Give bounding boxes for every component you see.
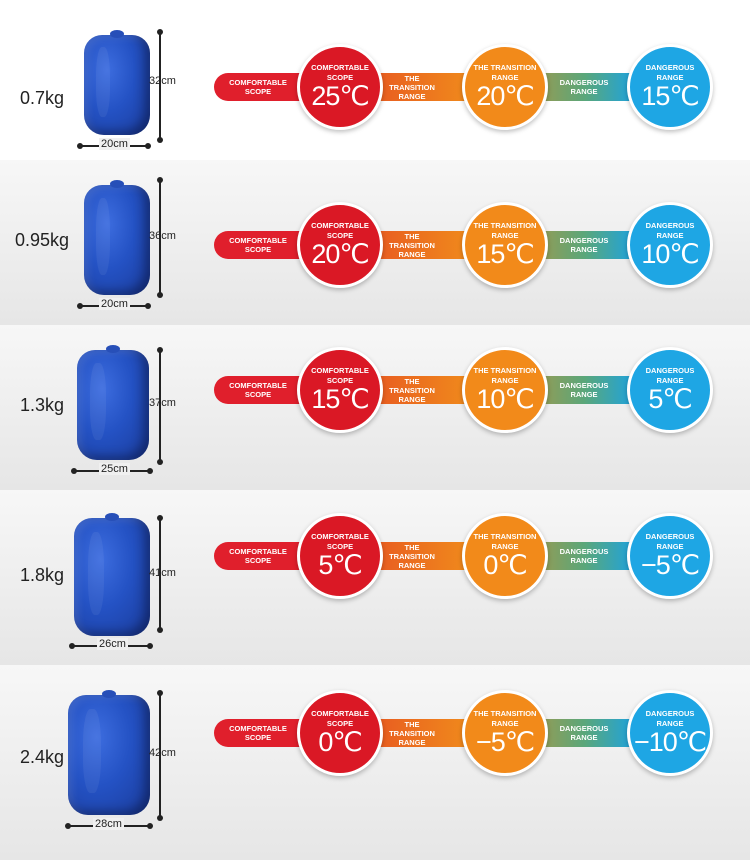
- segment-dangerous-label: DANGEROUS RANGE: [559, 547, 609, 565]
- temperature-scale: COMFORTABLE SCOPE THE TRANSITION RANGE D…: [214, 202, 714, 288]
- height-dimension-line: [157, 177, 163, 298]
- sleeping-bag-icon: [74, 513, 150, 636]
- product-row: 0.95kg 36cm 20cm COMFORTABLE SCOPE THE T…: [0, 160, 750, 325]
- temperature-scale: COMFORTABLE SCOPE THE TRANSITION RANGE D…: [214, 44, 714, 130]
- dangerous-temp: 5℃: [648, 384, 692, 414]
- transition-temp-circle: THE TRANSITION RANGE 0℃: [462, 513, 548, 599]
- height-dimension-line: [157, 690, 163, 821]
- segment-comfortable-label: COMFORTABLE SCOPE: [229, 78, 287, 96]
- sleeping-bag-icon: [84, 30, 150, 135]
- product-row: 1.8kg 41cm 26cm COMFORTABLE SCOPE THE TR…: [0, 490, 750, 665]
- segment-comfortable: [214, 542, 304, 570]
- transition-temp: 0℃: [483, 550, 527, 580]
- sleeping-bag-icon: [84, 180, 150, 295]
- segment-comfortable-label: COMFORTABLE SCOPE: [229, 236, 287, 254]
- product-row: 0.7kg 32cm 20cm COMFORTABLE SCOPE THE TR…: [0, 10, 750, 160]
- comfortable-temp-circle: COMFORTABLE SCOPE 0℃: [297, 690, 383, 776]
- segment-comfortable-label: COMFORTABLE SCOPE: [229, 381, 287, 399]
- height-label: 42cm: [149, 747, 176, 759]
- temperature-scale: COMFORTABLE SCOPE THE TRANSITION RANGE D…: [214, 347, 714, 433]
- dangerous-temp-circle: DANGEROUS RANGE −10℃: [627, 690, 713, 776]
- comfortable-temp: 5℃: [318, 550, 362, 580]
- segment-comfortable: [214, 231, 304, 259]
- segment-comfortable: [214, 73, 304, 101]
- dangerous-temp: −10℃: [633, 727, 707, 757]
- product-row: 1.3kg 37cm 25cm COMFORTABLE SCOPE THE TR…: [0, 325, 750, 490]
- transition-temp: 20℃: [476, 81, 534, 111]
- transition-temp-circle: THE TRANSITION RANGE 10℃: [462, 347, 548, 433]
- dangerous-temp-circle: DANGEROUS RANGE 15℃: [627, 44, 713, 130]
- dangerous-temp-circle: DANGEROUS RANGE −5℃: [627, 513, 713, 599]
- weight-label: 2.4kg: [19, 747, 65, 767]
- transition-temp: 15℃: [476, 239, 534, 269]
- segment-transition-label: THE TRANSITION RANGE: [389, 376, 435, 404]
- transition-temp: −5℃: [475, 727, 535, 757]
- segment-comfortable: [214, 376, 304, 404]
- comfortable-temp: 0℃: [318, 727, 362, 757]
- transition-temp-circle: THE TRANSITION RANGE −5℃: [462, 690, 548, 776]
- sleeping-bag-icon: [77, 345, 149, 460]
- sleeping-bag-icon: [68, 690, 150, 815]
- comfortable-temp-circle: COMFORTABLE SCOPE 5℃: [297, 513, 383, 599]
- segment-dangerous-label: DANGEROUS RANGE: [559, 236, 609, 254]
- segment-transition-label: THE TRANSITION RANGE: [389, 542, 435, 570]
- width-label: 20cm: [99, 138, 130, 150]
- segment-transition-label: THE TRANSITION RANGE: [389, 73, 435, 101]
- dangerous-temp-circle: DANGEROUS RANGE 5℃: [627, 347, 713, 433]
- segment-transition-label: THE TRANSITION RANGE: [389, 231, 435, 259]
- width-label: 25cm: [99, 463, 130, 475]
- segment-dangerous-label: DANGEROUS RANGE: [559, 724, 609, 742]
- height-dimension-line: [157, 515, 163, 633]
- segment-comfortable-label: COMFORTABLE SCOPE: [229, 724, 287, 742]
- comfortable-temp-circle: COMFORTABLE SCOPE 20℃: [297, 202, 383, 288]
- comfortable-temp: 25℃: [311, 81, 369, 111]
- height-label: 41cm: [149, 567, 176, 579]
- width-label: 28cm: [93, 818, 124, 830]
- segment-dangerous-label: DANGEROUS RANGE: [559, 78, 609, 96]
- comfortable-temp-circle: COMFORTABLE SCOPE 25℃: [297, 44, 383, 130]
- width-label: 20cm: [99, 298, 130, 310]
- transition-temp: 10℃: [476, 384, 534, 414]
- dangerous-temp: −5℃: [640, 550, 700, 580]
- segment-dangerous-label: DANGEROUS RANGE: [559, 381, 609, 399]
- segment-comfortable-label: COMFORTABLE SCOPE: [229, 547, 287, 565]
- segment-comfortable: [214, 719, 304, 747]
- weight-label: 0.95kg: [14, 230, 70, 250]
- weight-label: 0.7kg: [19, 88, 65, 108]
- comfortable-temp: 20℃: [311, 239, 369, 269]
- height-dimension-line: [157, 347, 163, 465]
- dangerous-temp-circle: DANGEROUS RANGE 10℃: [627, 202, 713, 288]
- dangerous-temp: 10℃: [641, 239, 699, 269]
- height-label: 32cm: [149, 75, 176, 87]
- product-row: 2.4kg 42cm 28cm COMFORTABLE SCOPE THE TR…: [0, 665, 750, 860]
- height-label: 36cm: [149, 230, 176, 242]
- height-label: 37cm: [149, 397, 176, 409]
- transition-temp-circle: THE TRANSITION RANGE 20℃: [462, 44, 548, 130]
- temperature-scale: COMFORTABLE SCOPE THE TRANSITION RANGE D…: [214, 690, 714, 776]
- weight-label: 1.8kg: [19, 565, 65, 585]
- width-label: 26cm: [97, 638, 128, 650]
- segment-transition-label: THE TRANSITION RANGE: [389, 719, 435, 747]
- temperature-scale: COMFORTABLE SCOPE THE TRANSITION RANGE D…: [214, 513, 714, 599]
- height-dimension-line: [157, 29, 163, 143]
- weight-label: 1.3kg: [19, 395, 65, 415]
- comfortable-temp-circle: COMFORTABLE SCOPE 15℃: [297, 347, 383, 433]
- comfortable-temp: 15℃: [311, 384, 369, 414]
- dangerous-temp: 15℃: [641, 81, 699, 111]
- transition-temp-circle: THE TRANSITION RANGE 15℃: [462, 202, 548, 288]
